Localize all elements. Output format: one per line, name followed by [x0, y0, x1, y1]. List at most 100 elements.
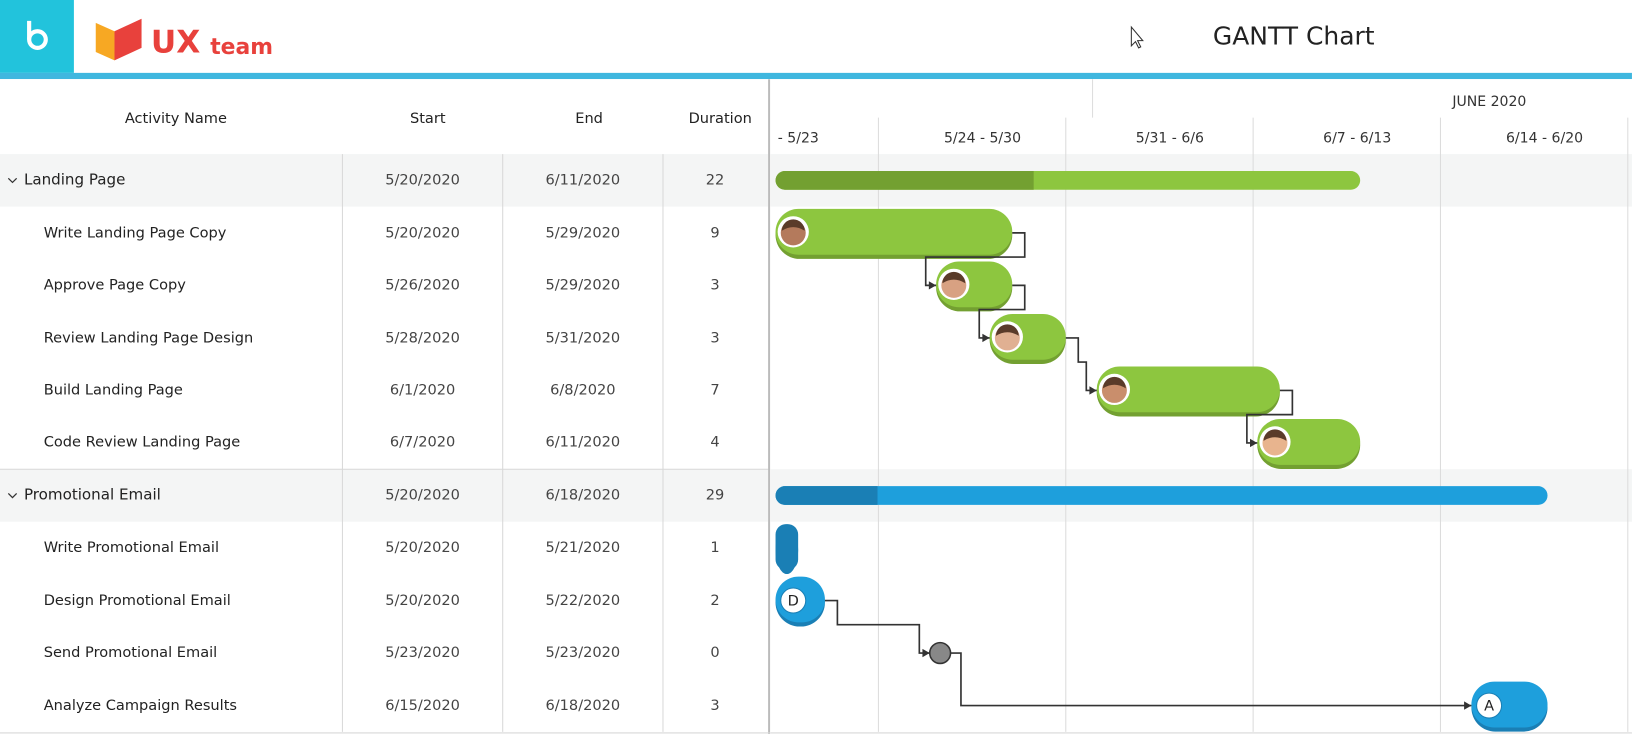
start-date: 6/1/2020 — [389, 382, 456, 399]
dependency-arrow — [982, 333, 990, 343]
dependency-line — [824, 599, 930, 654]
dependency-line — [924, 232, 1026, 287]
end-date: 6/18/2020 — [545, 487, 621, 504]
week-label: 6/7 - 6/13 — [1323, 130, 1391, 146]
badge-letter: A — [1484, 698, 1494, 715]
summary-bar — [775, 486, 1548, 505]
badge — [1476, 692, 1503, 719]
month-label: JUNE 2020 — [1451, 94, 1526, 110]
task-bar — [1096, 366, 1280, 413]
duration: 9 — [710, 224, 720, 242]
end-date: 6/18/2020 — [545, 697, 621, 714]
duration: 2 — [710, 592, 720, 609]
task-name: Write Promotional Email — [43, 539, 219, 557]
logo-shape — [95, 22, 115, 61]
start-date: 6/15/2020 — [385, 697, 460, 714]
start-date: 5/23/2020 — [385, 644, 460, 662]
end-date: 5/29/2020 — [545, 224, 621, 242]
dependency-arrow — [922, 648, 930, 658]
logo-text: UX — [151, 25, 200, 61]
task-bar — [775, 524, 799, 570]
week-label: 5/31 - 6/6 — [1136, 130, 1204, 146]
avatar-hair — [942, 271, 966, 284]
group-name: Promotional Email — [23, 487, 161, 504]
duration: 3 — [710, 277, 720, 294]
summary-progress — [775, 170, 1034, 190]
task-name: Code Review Landing Page — [43, 434, 241, 452]
duration: 7 — [710, 382, 720, 399]
dependency-arrow — [1089, 386, 1097, 395]
summary-progress — [775, 486, 878, 505]
task-name: Send Promotional Email — [43, 644, 218, 662]
end-date: 5/31/2020 — [545, 329, 621, 347]
logo-text: team — [210, 35, 273, 60]
end-date: 6/11/2020 — [545, 434, 621, 452]
task-name: Design Promotional Email — [43, 592, 231, 609]
app-icon-bg — [0, 0, 74, 73]
task-name: Write Landing Page Copy — [43, 224, 227, 242]
end-date: 5/29/2020 — [545, 277, 621, 294]
avatar-hair — [1102, 376, 1126, 389]
task-name: Review Landing Page Design — [43, 329, 254, 347]
group-name: Landing Page — [23, 172, 126, 189]
week-label: 6/14 - 6/20 — [1506, 130, 1583, 146]
duration: 3 — [710, 329, 720, 347]
start-date: 5/28/2020 — [385, 329, 460, 347]
cursor — [1130, 25, 1144, 49]
start-date: 5/20/2020 — [385, 224, 460, 242]
dependency-line — [1246, 389, 1294, 444]
task-name: Analyze Campaign Results — [43, 697, 238, 714]
duration: 22 — [705, 172, 725, 189]
logo-shape — [114, 18, 142, 61]
collapse-toggle[interactable] — [7, 492, 18, 499]
start-date: 5/20/2020 — [385, 172, 460, 189]
task-name: Approve Page Copy — [43, 277, 186, 294]
end-date: 6/8/2020 — [550, 382, 616, 399]
dependency-line — [978, 284, 1026, 339]
end-date: 5/21/2020 — [545, 539, 621, 557]
dependency-line — [1065, 337, 1097, 392]
dependency-line — [950, 652, 1472, 707]
dependency-arrow — [1250, 438, 1258, 448]
start-date: 5/20/2020 — [385, 539, 460, 557]
duration: 3 — [710, 697, 720, 714]
header: UX team GANTT Chart — [0, 0, 1632, 80]
collapse-toggle[interactable] — [7, 177, 18, 184]
duration: 1 — [710, 539, 720, 557]
duration: 4 — [710, 434, 720, 452]
dependency-arrow — [928, 281, 937, 290]
badge-letter: D — [788, 593, 799, 610]
start-date: 6/7/2020 — [389, 434, 456, 452]
duration: 29 — [705, 487, 725, 504]
grid-lines — [0, 79, 771, 734]
page-title: GANTT Chart — [1213, 21, 1375, 50]
milestone — [928, 641, 952, 665]
header-bar — [0, 72, 1632, 80]
start-date: 5/20/2020 — [385, 592, 460, 609]
column-header: Start — [409, 110, 446, 128]
avatar-hair — [995, 324, 1019, 336]
timeline: JUNE 2020 - 5/23 5/24 - 5/30 5/31 - 6/6 6/7 … — [770, 79, 1632, 734]
grid: Activity Name Start End Duration Landing Pag… — [0, 79, 771, 734]
task-bar — [775, 208, 1013, 255]
column-header: Duration — [688, 110, 752, 128]
end-date: 6/11/2020 — [545, 172, 621, 189]
start-date: 5/20/2020 — [385, 487, 460, 504]
duration: 0 — [710, 644, 720, 662]
week-label: 5/24 - 5/30 — [944, 130, 1021, 146]
end-date: 5/23/2020 — [545, 644, 621, 662]
avatar-hair — [781, 219, 805, 231]
task-name: Build Landing Page — [43, 382, 183, 399]
column-header: End — [575, 110, 603, 128]
week-label: - 5/23 — [778, 130, 819, 146]
dependency-arrow — [1464, 701, 1472, 710]
group-row-bg — [0, 469, 771, 522]
start-date: 5/26/2020 — [385, 277, 460, 294]
group-row-bg — [0, 154, 771, 207]
badge — [780, 587, 807, 614]
end-date: 5/22/2020 — [545, 592, 621, 609]
avatar-hair — [1263, 429, 1287, 441]
column-header: Activity Name — [124, 110, 227, 128]
